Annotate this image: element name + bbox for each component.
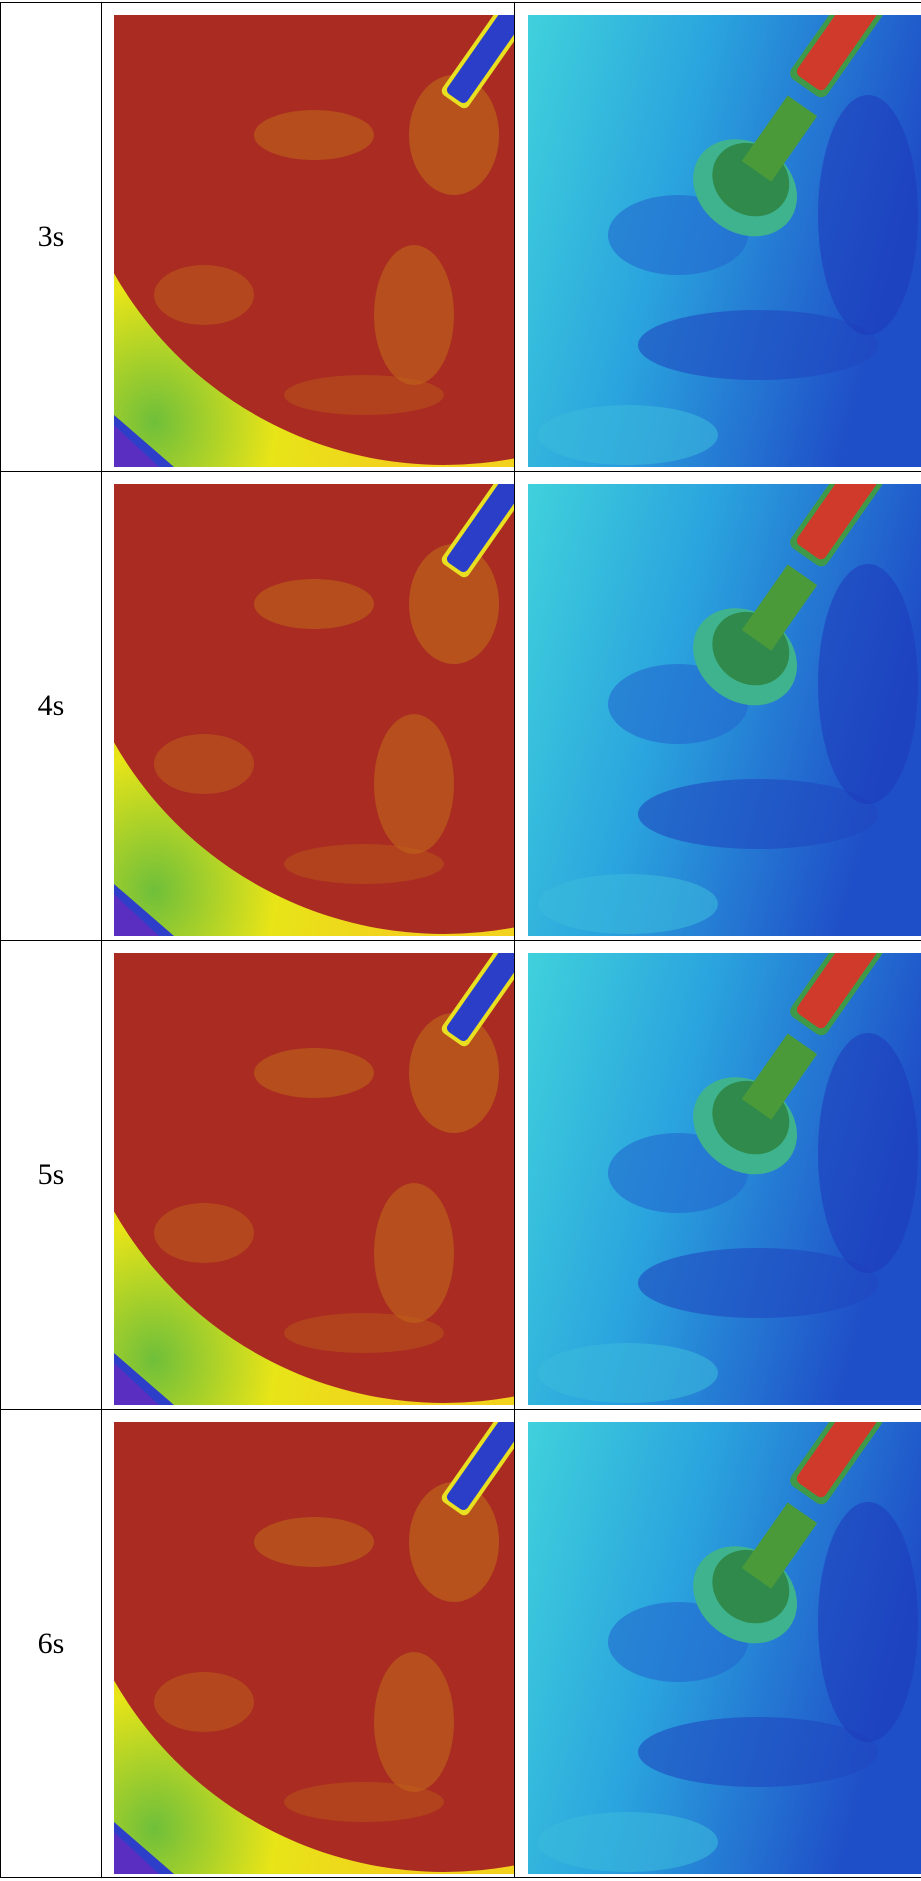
thermal-image <box>114 484 514 936</box>
thermal-image <box>114 15 514 467</box>
separator <box>514 3 515 471</box>
row-label: 6s <box>0 1410 102 1877</box>
thermal-image <box>528 484 921 936</box>
row: 4s <box>0 471 921 940</box>
row: 3s <box>0 2 921 471</box>
row: 6s <box>0 1409 921 1878</box>
thermal-image <box>528 1422 921 1874</box>
row-label: 5s <box>0 941 102 1409</box>
thermal-image <box>114 953 514 1405</box>
separator <box>514 472 515 940</box>
row-label: 4s <box>0 472 102 940</box>
thermal-image <box>528 953 921 1405</box>
thermal-image <box>528 15 921 467</box>
separator <box>514 1410 515 1877</box>
row: 5s <box>0 940 921 1409</box>
row-label: 3s <box>0 3 102 471</box>
separator <box>514 941 515 1409</box>
thermal-image <box>114 1422 514 1874</box>
